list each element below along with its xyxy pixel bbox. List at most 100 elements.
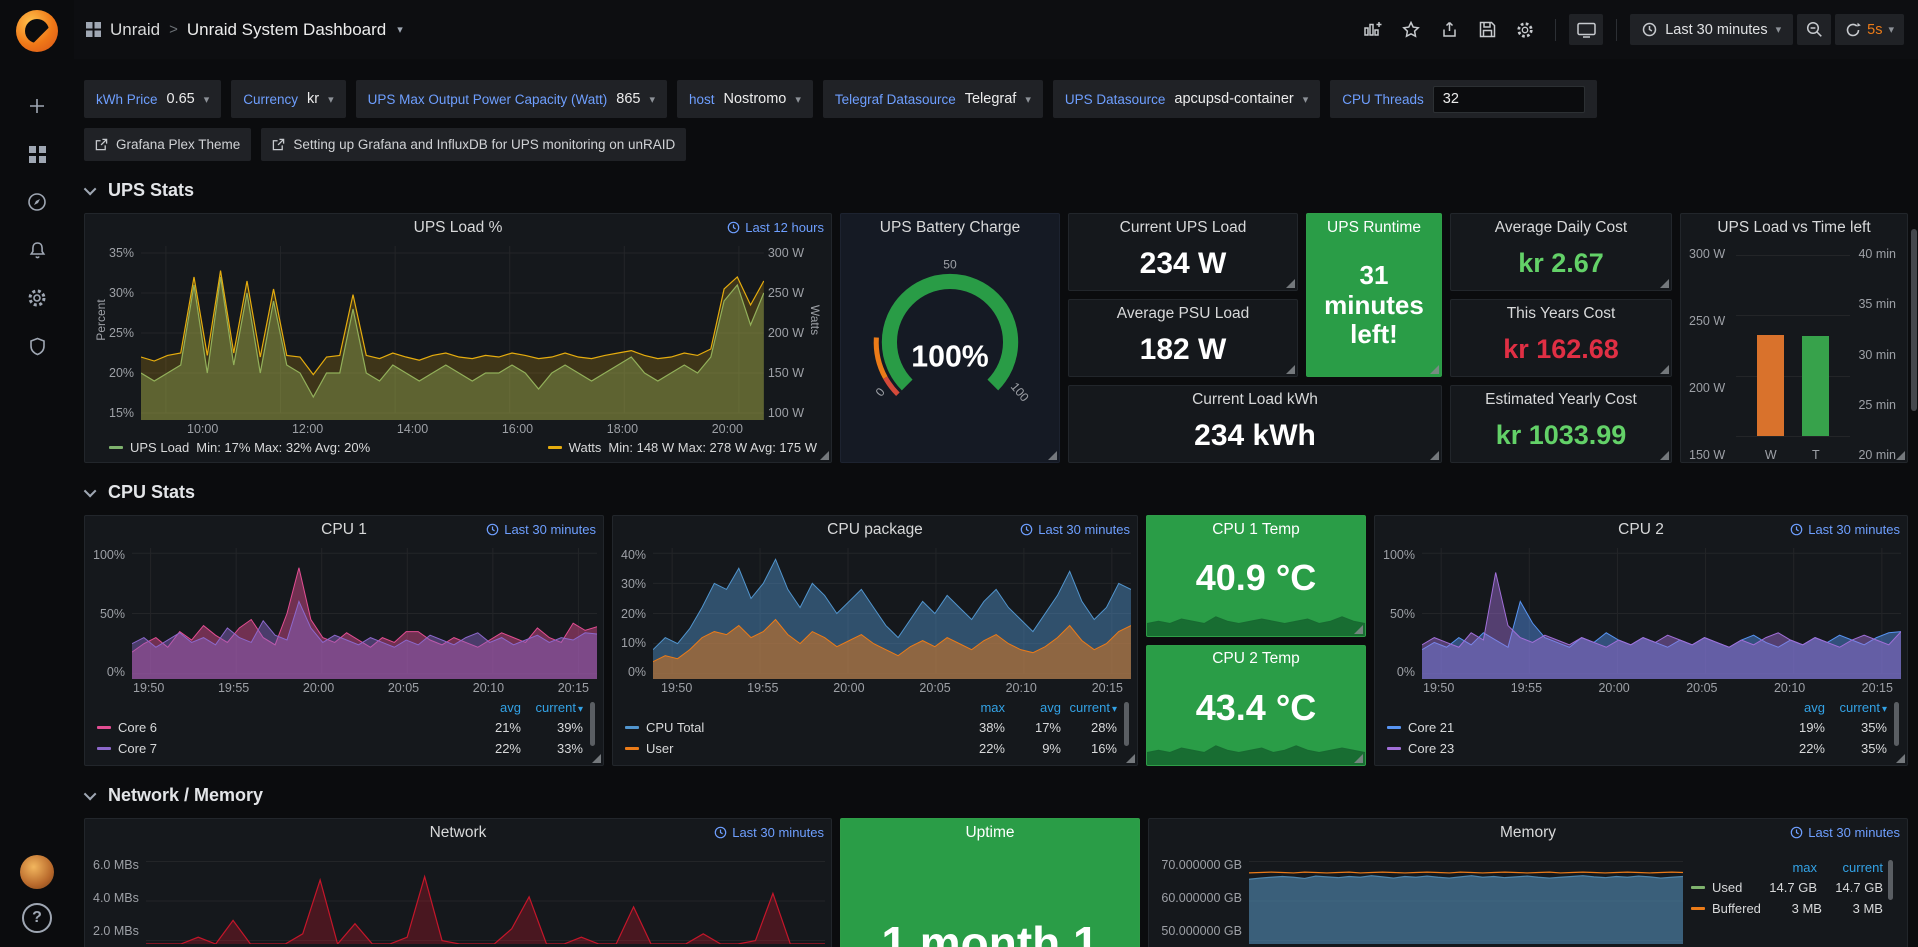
page-scrollbar[interactable]	[1910, 59, 1918, 947]
legend-sort-current[interactable]: current	[1842, 860, 1883, 875]
series-name[interactable]: User	[646, 741, 674, 756]
panel-resize-handle[interactable]	[1660, 451, 1669, 460]
breadcrumb-folder[interactable]: Unraid	[110, 19, 161, 39]
time-override-badge[interactable]: Last 12 hours	[727, 220, 824, 235]
panel-resize-handle[interactable]	[1286, 279, 1295, 288]
panel-title[interactable]: Memory	[1500, 823, 1556, 841]
variable-value[interactable]: 0.65	[166, 91, 195, 107]
variable-kwh-price[interactable]: kWh Price 0.65 ▾	[84, 80, 222, 118]
configuration-gear-icon[interactable]	[14, 274, 60, 322]
grafana-logo[interactable]	[16, 10, 58, 52]
legend-sort-avg[interactable]: avg	[500, 700, 521, 715]
time-range-picker[interactable]: Last 30 minutes ▾	[1630, 14, 1794, 45]
panel-resize-handle[interactable]	[1354, 624, 1363, 634]
series-name[interactable]: Core 6	[118, 720, 158, 735]
load-vs-time-bars[interactable]: W T	[1736, 247, 1851, 462]
legend-scrollbar[interactable]	[1894, 702, 1899, 746]
time-override-badge[interactable]: Last 30 minutes	[1790, 825, 1900, 840]
panel-resize-handle[interactable]	[1896, 451, 1905, 460]
panel-title[interactable]: CPU 2	[1618, 520, 1664, 538]
refresh-interval-label[interactable]: 5s	[1867, 21, 1883, 38]
create-plus-icon[interactable]	[14, 82, 60, 130]
series-name[interactable]: Watts	[568, 440, 602, 455]
section-cpu-stats[interactable]: CPU Stats	[83, 482, 1908, 503]
panel-title[interactable]: Uptime	[965, 823, 1015, 841]
panel-title[interactable]: Network	[429, 823, 487, 841]
series-name[interactable]: Used	[1712, 880, 1743, 895]
variable-ups-datasource[interactable]: UPS Datasource apcupsd-container ▾	[1052, 80, 1321, 118]
ups-load-chart[interactable]	[141, 246, 764, 420]
section-network-memory[interactable]: Network / Memory	[83, 785, 1908, 806]
panel-title[interactable]: Current UPS Load	[1119, 218, 1247, 236]
time-override-badge[interactable]: Last 30 minutes	[714, 825, 824, 840]
legend-sort-current[interactable]: current ▾	[535, 700, 584, 715]
chevron-down-icon[interactable]: ▾	[397, 24, 403, 36]
legend-sort-current[interactable]: current ▾	[1069, 700, 1118, 715]
variable-value[interactable]: Nostromo	[723, 91, 787, 107]
series-name[interactable]: UPS Load	[130, 440, 190, 455]
link-ups-monitoring-guide[interactable]: Setting up Grafana and InfluxDB for UPS …	[261, 128, 687, 161]
series-name[interactable]: Core 7	[118, 741, 158, 756]
panel-resize-handle[interactable]	[1896, 754, 1905, 763]
tv-cycle-view-button[interactable]	[1569, 14, 1604, 45]
legend-scrollbar[interactable]	[1124, 702, 1129, 746]
refresh-picker[interactable]: 5s ▾	[1835, 14, 1904, 45]
refresh-icon[interactable]	[1845, 22, 1861, 38]
panel-resize-handle[interactable]	[1660, 279, 1669, 288]
time-override-badge[interactable]: Last 30 minutes	[1020, 522, 1130, 537]
zoom-out-button[interactable]	[1797, 14, 1832, 45]
series-name[interactable]: Core 21	[1408, 720, 1455, 735]
dashboard-settings-gear-icon[interactable]	[1508, 14, 1542, 45]
time-override-badge[interactable]: Last 30 minutes	[486, 522, 596, 537]
series-name[interactable]: Buffered	[1712, 901, 1761, 916]
dashboards-icon[interactable]	[14, 130, 60, 178]
help-icon[interactable]: ?	[22, 903, 52, 933]
series-name[interactable]: CPU Total	[646, 720, 705, 735]
panel-resize-handle[interactable]	[820, 451, 829, 460]
alerting-bell-icon[interactable]	[14, 226, 60, 274]
cpu2-chart[interactable]	[1421, 548, 1901, 679]
panel-title[interactable]: UPS Load %	[413, 218, 503, 236]
panel-resize-handle[interactable]	[1286, 365, 1295, 374]
memory-chart[interactable]	[1249, 858, 1683, 944]
add-panel-button[interactable]	[1356, 14, 1390, 45]
bar-W[interactable]	[1757, 334, 1785, 437]
legend-sort-current[interactable]: current ▾	[1839, 700, 1888, 715]
panel-title[interactable]: CPU 1	[321, 520, 367, 538]
legend-scrollbar[interactable]	[1888, 860, 1893, 900]
panel-resize-handle[interactable]	[1126, 754, 1135, 763]
time-override-badge[interactable]: Last 30 minutes	[1790, 522, 1900, 537]
variable-ups-max-output[interactable]: UPS Max Output Power Capacity (Watt) 865…	[355, 80, 667, 118]
server-admin-shield-icon[interactable]	[14, 322, 60, 370]
legend-sort-avg[interactable]: avg	[1804, 700, 1825, 715]
panel-title[interactable]: UPS Battery Charge	[879, 218, 1021, 236]
panel-title[interactable]: CPU package	[827, 520, 923, 538]
battery-gauge[interactable]: 0 50 100 100%	[841, 241, 1059, 462]
bar-T[interactable]	[1802, 336, 1830, 437]
variable-currency[interactable]: Currency kr ▾	[231, 80, 346, 118]
legend-sort-avg[interactable]: avg	[1040, 700, 1061, 715]
panel-title[interactable]: Average Daily Cost	[1494, 218, 1628, 236]
panel-resize-handle[interactable]	[1354, 754, 1363, 763]
panel-title[interactable]: Estimated Yearly Cost	[1485, 390, 1637, 408]
panel-resize-handle[interactable]	[1430, 451, 1439, 460]
dashboard-title[interactable]: Unraid System Dashboard	[186, 19, 387, 39]
network-chart[interactable]	[145, 858, 825, 944]
panel-title[interactable]: Current Load kWh	[1192, 390, 1318, 408]
user-avatar[interactable]	[20, 855, 54, 889]
variable-host[interactable]: host Nostromo ▾	[676, 80, 813, 118]
panel-title[interactable]: UPS Runtime	[1327, 218, 1421, 236]
panel-title[interactable]: CPU 2 Temp	[1212, 650, 1300, 667]
explore-compass-icon[interactable]	[14, 178, 60, 226]
share-button[interactable]	[1432, 14, 1466, 45]
variable-value[interactable]: Telegraf	[964, 91, 1017, 107]
panel-title[interactable]: UPS Load vs Time left	[1717, 218, 1871, 236]
legend-sort-max[interactable]: max	[1792, 860, 1817, 875]
variable-value[interactable]: kr	[307, 91, 320, 107]
cpu1-chart[interactable]	[131, 548, 597, 679]
legend-sort-max[interactable]: max	[980, 700, 1005, 715]
panel-resize-handle[interactable]	[1660, 365, 1669, 374]
link-grafana-plex-theme[interactable]: Grafana Plex Theme	[84, 128, 252, 161]
series-name[interactable]: Core 23	[1408, 741, 1455, 756]
cpu-package-chart[interactable]	[653, 548, 1131, 679]
